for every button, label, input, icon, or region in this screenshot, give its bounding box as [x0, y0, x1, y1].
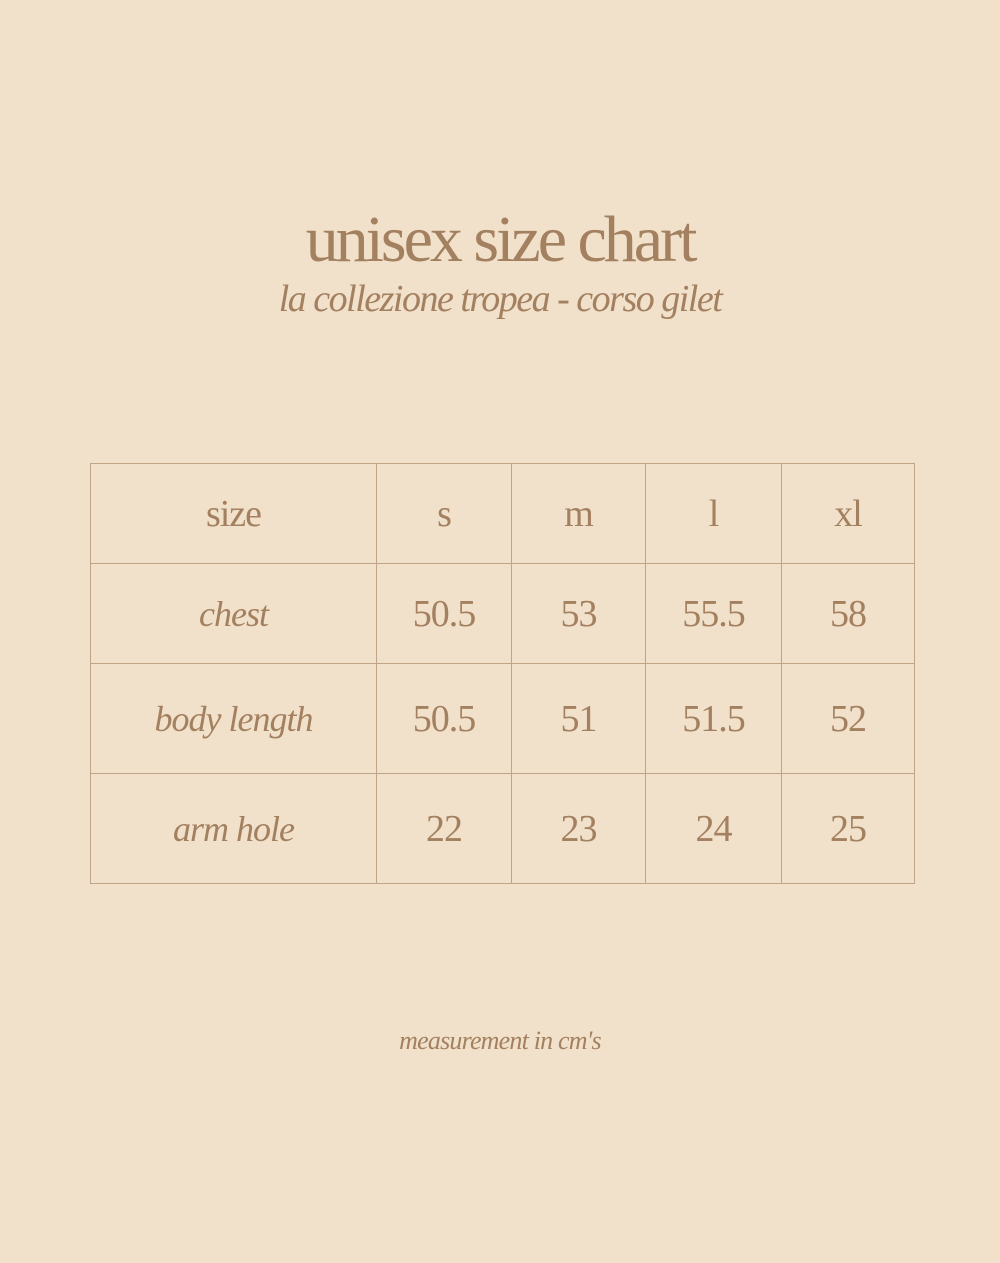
table-cell: 52 — [781, 663, 915, 774]
page-title: unisex size chart — [305, 203, 698, 276]
size-table: size s m l xl chest 50.5 53 55.5 58 body… — [90, 463, 915, 884]
table-row: body length 50.5 51 51.5 52 — [90, 663, 915, 774]
table-cell: 22 — [376, 773, 512, 884]
header-cell: s — [376, 463, 512, 564]
table-cell: 50.5 — [376, 563, 512, 664]
table-cell: 24 — [645, 773, 782, 884]
header-cell: l — [645, 463, 782, 564]
header-cell: m — [511, 463, 646, 564]
table-cell: 53 — [511, 563, 646, 664]
page-subtitle: la collezione tropea - corso gilet — [278, 278, 723, 320]
table-cell: 55.5 — [645, 563, 782, 664]
table-row: chest 50.5 53 55.5 58 — [90, 563, 915, 664]
table-cell: 50.5 — [376, 663, 512, 774]
table-row: arm hole 22 23 24 25 — [90, 773, 915, 884]
table-cell: 51.5 — [645, 663, 782, 774]
table-header-row: size s m l xl — [90, 463, 915, 564]
measurement-note: measurement in cm's — [399, 1026, 601, 1055]
row-label: arm hole — [90, 773, 377, 884]
table-cell: 23 — [511, 773, 646, 884]
header-cell: size — [90, 463, 377, 564]
header-cell: xl — [781, 463, 915, 564]
table-cell: 25 — [781, 773, 915, 884]
row-label: chest — [90, 563, 377, 664]
table-cell: 51 — [511, 663, 646, 774]
table-cell: 58 — [781, 563, 915, 664]
row-label: body length — [90, 663, 377, 774]
